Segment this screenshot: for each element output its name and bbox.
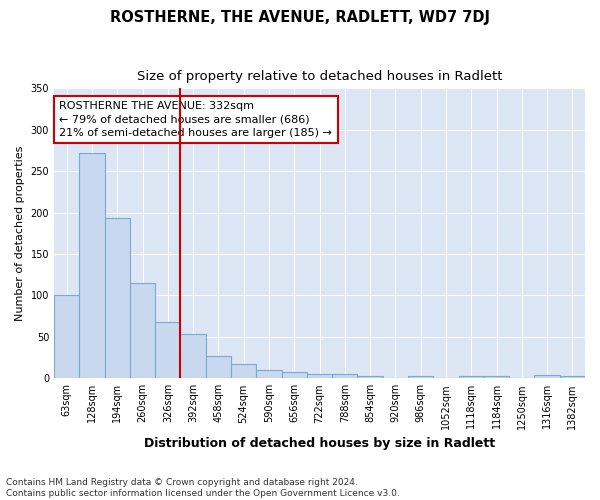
Title: Size of property relative to detached houses in Radlett: Size of property relative to detached ho…: [137, 70, 502, 83]
Bar: [155, 322, 181, 378]
Bar: [104, 218, 130, 378]
Text: ROSTHERNE, THE AVENUE, RADLETT, WD7 7DJ: ROSTHERNE, THE AVENUE, RADLETT, WD7 7DJ: [110, 10, 490, 25]
Bar: [256, 370, 281, 378]
Text: Contains HM Land Registry data © Crown copyright and database right 2024.
Contai: Contains HM Land Registry data © Crown c…: [6, 478, 400, 498]
Bar: [358, 376, 383, 378]
Bar: [458, 376, 484, 378]
X-axis label: Distribution of detached houses by size in Radlett: Distribution of detached houses by size …: [144, 437, 495, 450]
Bar: [281, 372, 307, 378]
Bar: [560, 376, 585, 378]
Bar: [484, 376, 509, 378]
Bar: [130, 283, 155, 378]
Text: ROSTHERNE THE AVENUE: 332sqm
← 79% of detached houses are smaller (686)
21% of s: ROSTHERNE THE AVENUE: 332sqm ← 79% of de…: [59, 102, 332, 138]
Bar: [307, 374, 332, 378]
Bar: [206, 356, 231, 378]
Bar: [535, 375, 560, 378]
Bar: [408, 376, 433, 378]
Bar: [332, 374, 358, 378]
Bar: [181, 334, 206, 378]
Bar: [54, 296, 79, 378]
Bar: [79, 153, 104, 378]
Bar: [231, 364, 256, 378]
Y-axis label: Number of detached properties: Number of detached properties: [15, 146, 25, 321]
